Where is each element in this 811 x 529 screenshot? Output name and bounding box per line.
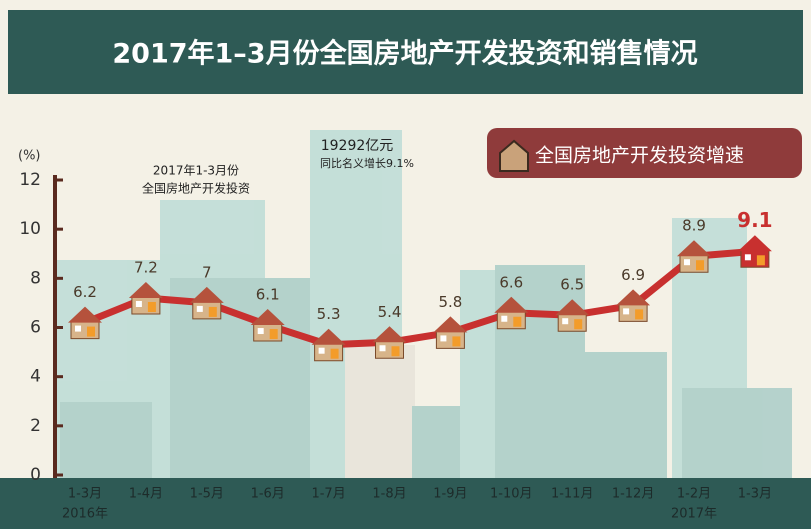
y-tick-label: 8	[30, 268, 41, 288]
y-tick-label: 2	[30, 416, 41, 436]
legend-box	[487, 128, 802, 178]
x-tick-label: 1-3月	[738, 487, 772, 502]
house-window	[318, 347, 325, 354]
house-window	[513, 316, 522, 327]
value-label: 6.5	[560, 276, 584, 294]
house-marker	[433, 316, 468, 349]
house-marker	[677, 240, 711, 273]
annotation: 19292亿元	[321, 138, 394, 154]
house-marker	[189, 286, 224, 320]
house-window	[562, 318, 569, 325]
annotation: 同比名义增长9.1%	[320, 156, 414, 170]
house-window	[87, 326, 95, 337]
house-window	[196, 305, 203, 312]
value-label: 7.2	[134, 259, 158, 277]
house-roof	[128, 282, 163, 298]
house-roof	[555, 299, 590, 316]
x-tick-label: 1-9月	[433, 487, 467, 502]
house-window	[379, 345, 386, 352]
house-window	[623, 308, 630, 315]
house-marker	[555, 299, 590, 332]
house-window	[574, 319, 583, 330]
house-marker	[311, 328, 346, 362]
house-window	[75, 325, 81, 332]
house-roof	[68, 306, 102, 323]
house-marker	[616, 289, 651, 322]
house-roof	[616, 289, 651, 306]
house-window	[440, 335, 447, 342]
background-buildings	[55, 130, 792, 478]
chart-title: 2017年1–3月份全国房地产开发投资和销售情况	[112, 38, 697, 70]
house-marker	[737, 235, 772, 268]
year-label: 2016年	[62, 507, 108, 522]
house-window	[452, 336, 461, 347]
house-window	[257, 328, 264, 335]
title-banner	[8, 10, 803, 94]
house-window	[684, 259, 690, 266]
house-window	[269, 329, 278, 340]
y-tick-label: 10	[19, 219, 41, 239]
annotation: 2017年1-3月份	[153, 164, 239, 178]
value-label: 6.2	[73, 283, 97, 301]
value-label: 5.8	[438, 293, 462, 311]
x-tick-label: 1-5月	[190, 487, 224, 502]
x-tick-label: 1-10月	[490, 487, 533, 502]
house-window	[208, 306, 217, 317]
annotation: 全国房地产开发投资	[142, 181, 250, 196]
y-tick-label: 0	[30, 465, 41, 485]
value-label: 8.9	[682, 217, 706, 235]
house-window	[635, 309, 644, 320]
value-label: 9.1	[737, 208, 772, 232]
house-window	[744, 254, 751, 261]
x-axis-band	[0, 478, 811, 529]
house-roof	[494, 296, 529, 313]
value-label: 7	[202, 263, 212, 281]
house-roof	[189, 286, 224, 303]
y-unit: (%)	[18, 149, 41, 164]
y-tick-label: 12	[19, 170, 41, 190]
x-tick-label: 1-2月	[677, 487, 711, 502]
value-label: 5.4	[378, 303, 402, 321]
house-roof	[737, 235, 772, 252]
x-tick-label: 1-6月	[251, 487, 285, 502]
value-label: 6.1	[256, 286, 280, 304]
house-roof	[677, 240, 711, 257]
house-marker	[250, 309, 285, 342]
y-tick-label: 4	[30, 367, 41, 387]
house-window	[147, 302, 156, 312]
year-label: 2017年	[671, 507, 717, 522]
house-window	[501, 315, 508, 322]
x-tick-label: 1-11月	[551, 487, 594, 502]
house-marker	[68, 306, 102, 340]
house-roof	[372, 326, 407, 343]
x-tick-label: 1-12月	[612, 487, 655, 502]
house-window	[330, 348, 339, 359]
house-roof	[433, 316, 468, 333]
house-roof	[250, 309, 285, 326]
house-window	[135, 301, 142, 307]
value-label: 5.3	[317, 305, 341, 323]
y-tick-label: 6	[30, 318, 41, 338]
house-window	[696, 260, 704, 271]
house-window	[756, 255, 765, 266]
house-marker	[372, 326, 407, 359]
legend-label: 全国房地产开发投资增速	[535, 145, 744, 167]
x-tick-label: 1-3月	[68, 487, 102, 502]
value-label: 6.6	[499, 273, 523, 291]
x-tick-label: 1-7月	[311, 487, 345, 502]
x-tick-label: 1-8月	[372, 487, 406, 502]
x-tick-label: 1-4月	[129, 487, 163, 502]
value-label: 6.9	[621, 266, 645, 284]
house-marker	[494, 296, 529, 330]
house-window	[391, 346, 400, 357]
legend-icon	[499, 139, 529, 172]
house-marker	[128, 282, 163, 315]
house-roof	[311, 328, 346, 345]
